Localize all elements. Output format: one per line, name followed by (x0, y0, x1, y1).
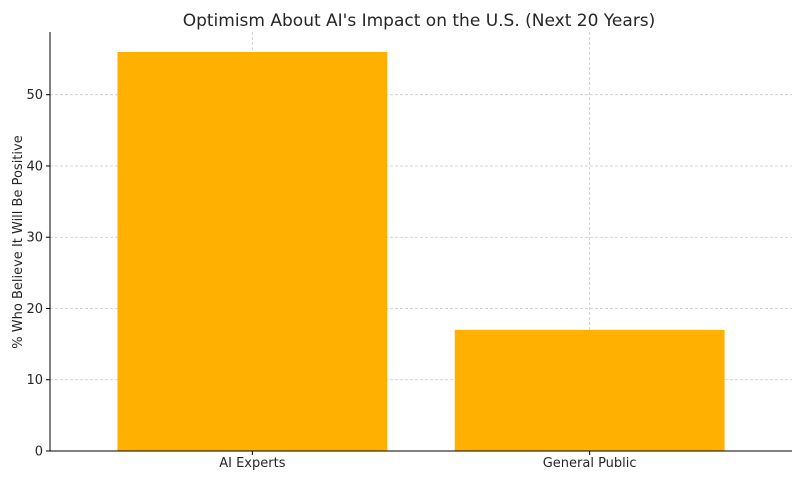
y-tick-label-2: 20 (26, 302, 43, 317)
y-tick-label-1: 10 (26, 373, 43, 388)
y-tick-label-3: 30 (26, 231, 43, 246)
grid-layer (50, 32, 792, 451)
chart-title: Optimism About AI's Impact on the U.S. (… (183, 11, 656, 31)
x-tick-label-1: General Public (543, 456, 637, 471)
axes-layer: 0 10 20 30 40 50 AI Experts General Public (26, 32, 792, 471)
y-axis-label: % Who Believe It Will Be Positive (11, 135, 26, 348)
y-tick-label-5: 50 (26, 88, 43, 103)
x-tick-label-0: AI Experts (219, 456, 285, 471)
y-tick-label-4: 40 (26, 159, 43, 174)
bar-ai-experts (117, 51, 388, 451)
bars-layer (117, 51, 725, 451)
bar-general-public (454, 329, 725, 451)
y-tick-label-0: 0 (35, 445, 43, 460)
